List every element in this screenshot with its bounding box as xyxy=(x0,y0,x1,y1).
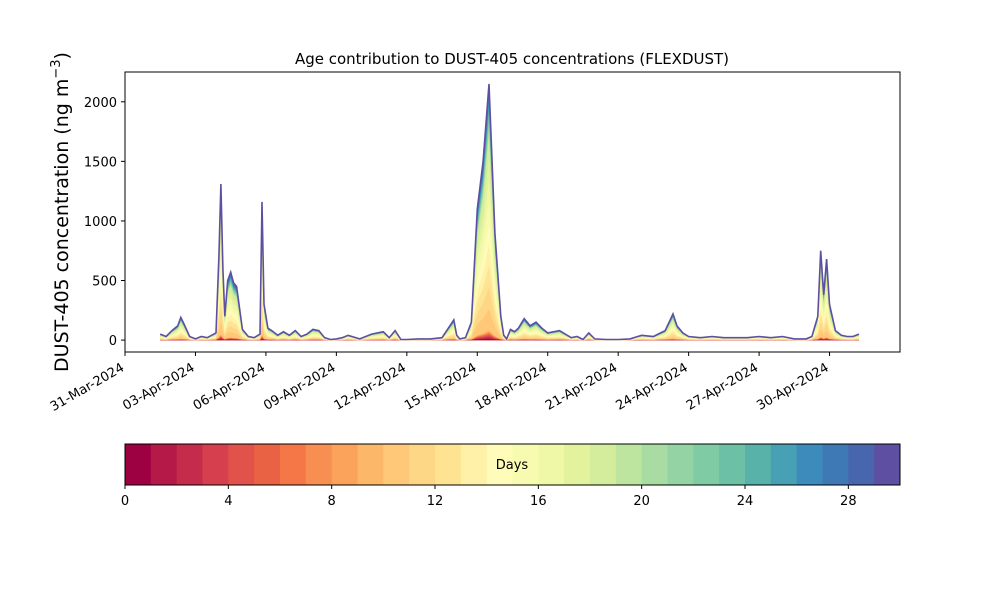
colorbar-swatch xyxy=(538,444,565,485)
x-tick-label: 27-Apr-2024 xyxy=(684,360,761,413)
x-tick-label: 21-Apr-2024 xyxy=(543,360,620,413)
colorbar-tick-label: 0 xyxy=(121,494,129,509)
colorbar-tick-label: 28 xyxy=(840,494,857,509)
colorbar-swatch xyxy=(822,444,849,485)
colorbar-swatch xyxy=(512,444,539,485)
colorbar-swatch xyxy=(615,444,643,485)
colorbar-swatch xyxy=(305,444,333,485)
x-tick-label: 06-Apr-2024 xyxy=(191,360,268,413)
colorbar-swatch xyxy=(745,444,772,485)
colorbar-swatch xyxy=(331,444,358,485)
age-layer-24 xyxy=(160,107,859,341)
colorbar-swatch xyxy=(486,444,513,485)
colorbar-swatch xyxy=(383,444,410,485)
total-concentration-line xyxy=(159,83,860,341)
colorbar-swatch xyxy=(693,444,720,485)
y-axis-label-main: DUST-405 concentration (ng m xyxy=(51,79,73,372)
colorbar-tick-label: 16 xyxy=(530,494,547,509)
y-tick-label: 500 xyxy=(92,275,117,290)
colorbar-swatch xyxy=(874,444,901,485)
colorbar-swatch xyxy=(254,444,281,485)
colorbar-swatch xyxy=(176,444,203,485)
colorbar-swatch xyxy=(564,444,591,485)
colorbar-swatch xyxy=(667,444,694,485)
x-tick-label: 03-Apr-2024 xyxy=(120,360,197,413)
colorbar-swatch xyxy=(641,444,668,485)
y-axis: 0 500 1000 1500 2000 xyxy=(84,96,125,349)
age-layer-10 xyxy=(160,309,859,341)
colorbar-swatch xyxy=(125,444,152,485)
x-tick-label: 12-Apr-2024 xyxy=(332,360,409,413)
y-axis-label-superscript: −3 xyxy=(49,59,64,78)
y-tick-label: 2000 xyxy=(84,96,117,111)
colorbar-tick-label: 4 xyxy=(224,494,232,509)
age-layer-25 xyxy=(160,103,859,341)
plot-frame xyxy=(124,71,901,353)
colorbar-swatch xyxy=(202,444,229,485)
colorbar-swatch xyxy=(280,444,307,485)
x-tick-label: 09-Apr-2024 xyxy=(261,360,338,413)
colorbar-swatch xyxy=(796,444,823,485)
chart-title: Age contribution to DUST-405 concentrati… xyxy=(295,50,729,68)
colorbar-swatch xyxy=(848,444,875,485)
age-layer-27 xyxy=(160,93,859,341)
y-axis-label: DUST-405 concentration (ng m−3) xyxy=(49,52,73,372)
age-layer-29 xyxy=(160,83,859,341)
x-tick-label: 15-Apr-2024 xyxy=(402,360,479,413)
colorbar-swatch xyxy=(150,444,178,485)
area-layers xyxy=(160,83,859,341)
colorbar-swatch xyxy=(357,444,384,485)
colorbar-axis: 0 4 8 12 16 20 24 28 xyxy=(121,485,857,509)
y-tick-label: 1000 xyxy=(84,215,117,230)
y-tick-label: 1500 xyxy=(84,155,117,170)
colorbar xyxy=(125,444,901,485)
colorbar-tick-label: 12 xyxy=(427,494,444,509)
total-line xyxy=(159,83,860,341)
colorbar-tick-label: 20 xyxy=(633,494,650,509)
colorbar-swatch xyxy=(460,444,488,485)
y-tick-label: 0 xyxy=(109,334,117,349)
colorbar-swatch xyxy=(590,444,617,485)
colorbar-tick-label: 24 xyxy=(737,494,754,509)
y-axis-label-close: ) xyxy=(51,52,73,59)
age-layer-26 xyxy=(160,98,859,341)
x-tick-label: 30-Apr-2024 xyxy=(754,360,831,413)
colorbar-swatch xyxy=(719,444,746,485)
age-layer-0 xyxy=(160,339,859,341)
colorbar-label: Days xyxy=(496,458,529,473)
colorbar-swatch xyxy=(228,444,255,485)
x-tick-label: 24-Apr-2024 xyxy=(614,360,691,413)
colorbar-swatch xyxy=(770,444,798,485)
colorbar-swatch xyxy=(435,444,462,485)
age-layer-28 xyxy=(160,88,859,341)
colorbar-swatch xyxy=(409,444,436,485)
x-axis: 31-Mar-202403-Apr-202406-Apr-202409-Apr-… xyxy=(48,352,832,415)
colorbar-frame xyxy=(124,443,901,486)
x-tick-label: 18-Apr-2024 xyxy=(473,360,550,413)
colorbar-tick-label: 8 xyxy=(328,494,336,509)
